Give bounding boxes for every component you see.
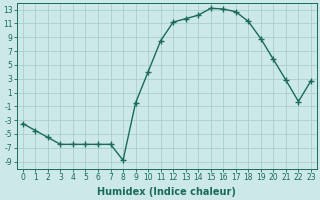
X-axis label: Humidex (Indice chaleur): Humidex (Indice chaleur) bbox=[98, 187, 236, 197]
